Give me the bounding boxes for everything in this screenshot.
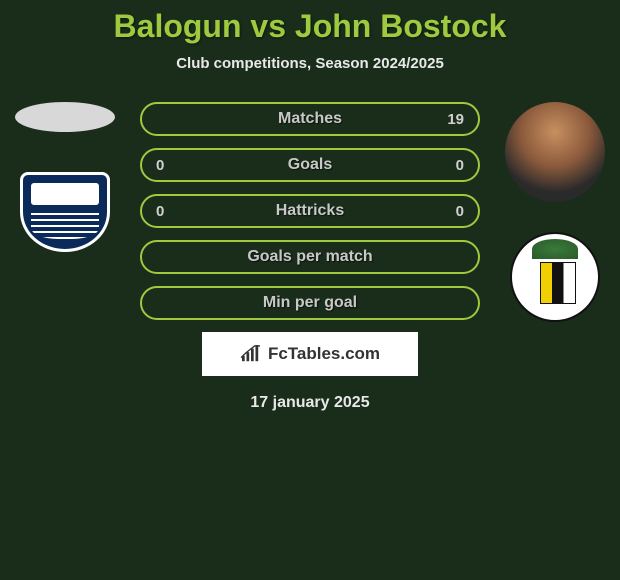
stat-label: Hattricks — [276, 202, 344, 220]
stat-right-value: 0 — [456, 203, 464, 220]
stat-label: Goals — [288, 156, 332, 174]
player-right-avatar — [505, 102, 605, 202]
player-left-avatar — [15, 102, 115, 132]
stat-label: Min per goal — [263, 294, 357, 312]
branding-text: FcTables.com — [268, 344, 380, 364]
bar-chart-icon — [240, 345, 262, 363]
stat-row-matches: Matches 19 — [140, 102, 480, 136]
comparison-panel: Matches 19 0 Goals 0 0 Hattricks 0 Goals… — [0, 102, 620, 412]
stat-right-value: 0 — [456, 157, 464, 174]
stat-row-min-per-goal: Min per goal — [140, 286, 480, 320]
stat-right-value: 19 — [447, 111, 464, 128]
page-title: Balogun vs John Bostock — [0, 0, 620, 45]
subtitle: Club competitions, Season 2024/2025 — [0, 55, 620, 72]
player-left-column — [10, 102, 120, 257]
branding-badge: FcTables.com — [202, 332, 418, 376]
stat-label: Goals per match — [247, 248, 372, 266]
stat-row-goals: 0 Goals 0 — [140, 148, 480, 182]
stat-row-goals-per-match: Goals per match — [140, 240, 480, 274]
stat-label: Matches — [278, 110, 342, 128]
stat-row-hattricks: 0 Hattricks 0 — [140, 194, 480, 228]
stat-left-value: 0 — [156, 157, 164, 174]
player-left-club-logo — [15, 172, 115, 257]
stat-left-value: 0 — [156, 203, 164, 220]
date-label: 17 january 2025 — [0, 394, 620, 412]
stats-list: Matches 19 0 Goals 0 0 Hattricks 0 Goals… — [140, 102, 480, 320]
player-right-club-logo — [510, 232, 600, 322]
player-right-column — [500, 102, 610, 322]
shield-icon — [20, 172, 110, 252]
